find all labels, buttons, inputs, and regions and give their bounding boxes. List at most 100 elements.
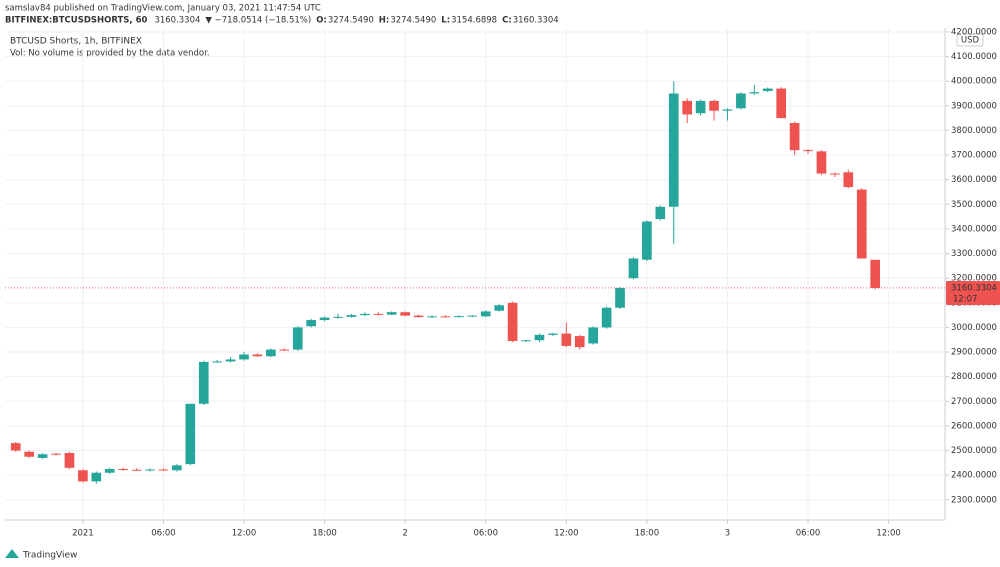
candle-body: [306, 320, 317, 327]
candle-body: [803, 150, 813, 152]
symbol: BITFINEX:BTCUSDSHORTS, 60: [5, 16, 148, 26]
ohlc-key: O:: [316, 16, 327, 26]
header-value: 3160.3304: [154, 16, 200, 26]
candle-body: [856, 189, 867, 259]
candle-body: [37, 454, 48, 458]
candle-body: [91, 472, 102, 482]
y-tick-label: 2600.0000: [951, 421, 997, 431]
candle-body: [51, 453, 61, 455]
candle-body: [131, 469, 142, 471]
candle-body: [413, 315, 424, 318]
candle-body: [776, 88, 787, 119]
candle-body: [507, 302, 518, 341]
candle-body: [830, 173, 840, 175]
candle-body: [158, 469, 169, 471]
candle-body: [561, 333, 572, 346]
y-tick-label: 2300.0000: [951, 495, 997, 505]
last-price-label: 3160.3304: [951, 283, 997, 293]
ohlc-key: H:: [379, 16, 390, 26]
y-tick-label: 2500.0000: [951, 446, 997, 456]
candle-body: [615, 288, 625, 308]
candle-body: [695, 100, 706, 114]
x-tick-label: 2: [402, 529, 407, 539]
currency: USD: [961, 36, 980, 46]
candle-body: [668, 93, 679, 207]
countdown: 12:07: [953, 294, 978, 304]
candle-body: [360, 313, 370, 316]
y-tick-label: 3900.0000: [951, 101, 997, 111]
y-tick-label: 4200.0000: [951, 27, 997, 37]
x-tick-label: 3: [725, 529, 730, 539]
candle-body: [266, 349, 276, 357]
last-price-tag: [946, 280, 1000, 305]
candle-body: [104, 469, 115, 473]
grid: [5, 28, 945, 520]
candle-body: [870, 259, 881, 288]
ohlc-key: L:: [441, 16, 450, 26]
y-tick-label: 3000.0000: [951, 323, 997, 333]
header-value: 3274.5490: [328, 16, 374, 26]
candle-body: [10, 443, 21, 451]
y-tick-label: 2700.0000: [951, 397, 997, 407]
candle-body: [628, 258, 639, 279]
y-tick-label: 3200.0000: [951, 274, 997, 284]
candle-body: [816, 151, 827, 174]
header-value: 3154.6898: [451, 16, 497, 26]
candle-body: [749, 92, 760, 94]
x-tick-label: 06:00: [473, 529, 498, 539]
candle-body: [427, 316, 437, 318]
candle-body: [655, 206, 666, 220]
candle-body: [64, 453, 75, 468]
candle-body: [494, 305, 505, 311]
candle-body: [736, 93, 746, 109]
y-tick-label: 4000.0000: [951, 77, 997, 87]
y-tick-label: 2400.0000: [951, 471, 997, 481]
candle-body: [534, 334, 545, 341]
candle-body: [239, 354, 249, 360]
y-tick-label: 3400.0000: [951, 224, 997, 234]
candle-body: [333, 316, 343, 318]
candle-body: [789, 123, 800, 151]
candle-body: [386, 312, 397, 315]
candle-body: [346, 315, 357, 317]
candle-body: [292, 327, 303, 350]
candle-body: [480, 311, 491, 317]
currency-box: [956, 33, 984, 47]
ohlc-key: C:: [502, 16, 512, 26]
candle-body: [548, 333, 558, 335]
candle-body: [467, 315, 478, 317]
brand-name: TradingView: [22, 551, 77, 561]
candle-body: [373, 313, 384, 315]
header-value: 3274.5490: [390, 16, 436, 26]
candle-body: [709, 100, 719, 111]
candle-body: [185, 403, 196, 465]
header-value: 3160.3304: [513, 16, 559, 26]
candle-body: [319, 317, 330, 321]
candle-body: [682, 100, 693, 115]
candle-body: [212, 361, 223, 363]
candle-body: [118, 469, 129, 471]
x-tick-label: 18:00: [635, 529, 660, 539]
x-tick-label: 06:00: [796, 529, 821, 539]
candle-body: [172, 465, 182, 471]
x-tick-label: 2021: [72, 529, 94, 539]
y-tick-label: 2900.0000: [951, 348, 997, 358]
candle-body: [642, 221, 652, 260]
x-tick-label: 12:00: [554, 529, 579, 539]
y-tick-label: 2800.0000: [951, 372, 997, 382]
candle-body: [722, 109, 733, 111]
candle-body: [279, 349, 290, 351]
candle-body: [588, 327, 599, 344]
y-tick-label: 3500.0000: [951, 200, 997, 210]
candle-body: [198, 361, 209, 404]
candle-body: [574, 336, 585, 348]
candle-body: [400, 312, 411, 316]
candle-body: [521, 340, 531, 342]
y-tick-label: 3800.0000: [951, 126, 997, 136]
x-tick-label: 12:00: [232, 529, 257, 539]
x-tick-label: 12:00: [876, 529, 901, 539]
candle-body: [145, 469, 155, 471]
candle-body: [440, 316, 451, 318]
header-value: ▼ −718.0514 (−18.51%): [205, 16, 311, 26]
